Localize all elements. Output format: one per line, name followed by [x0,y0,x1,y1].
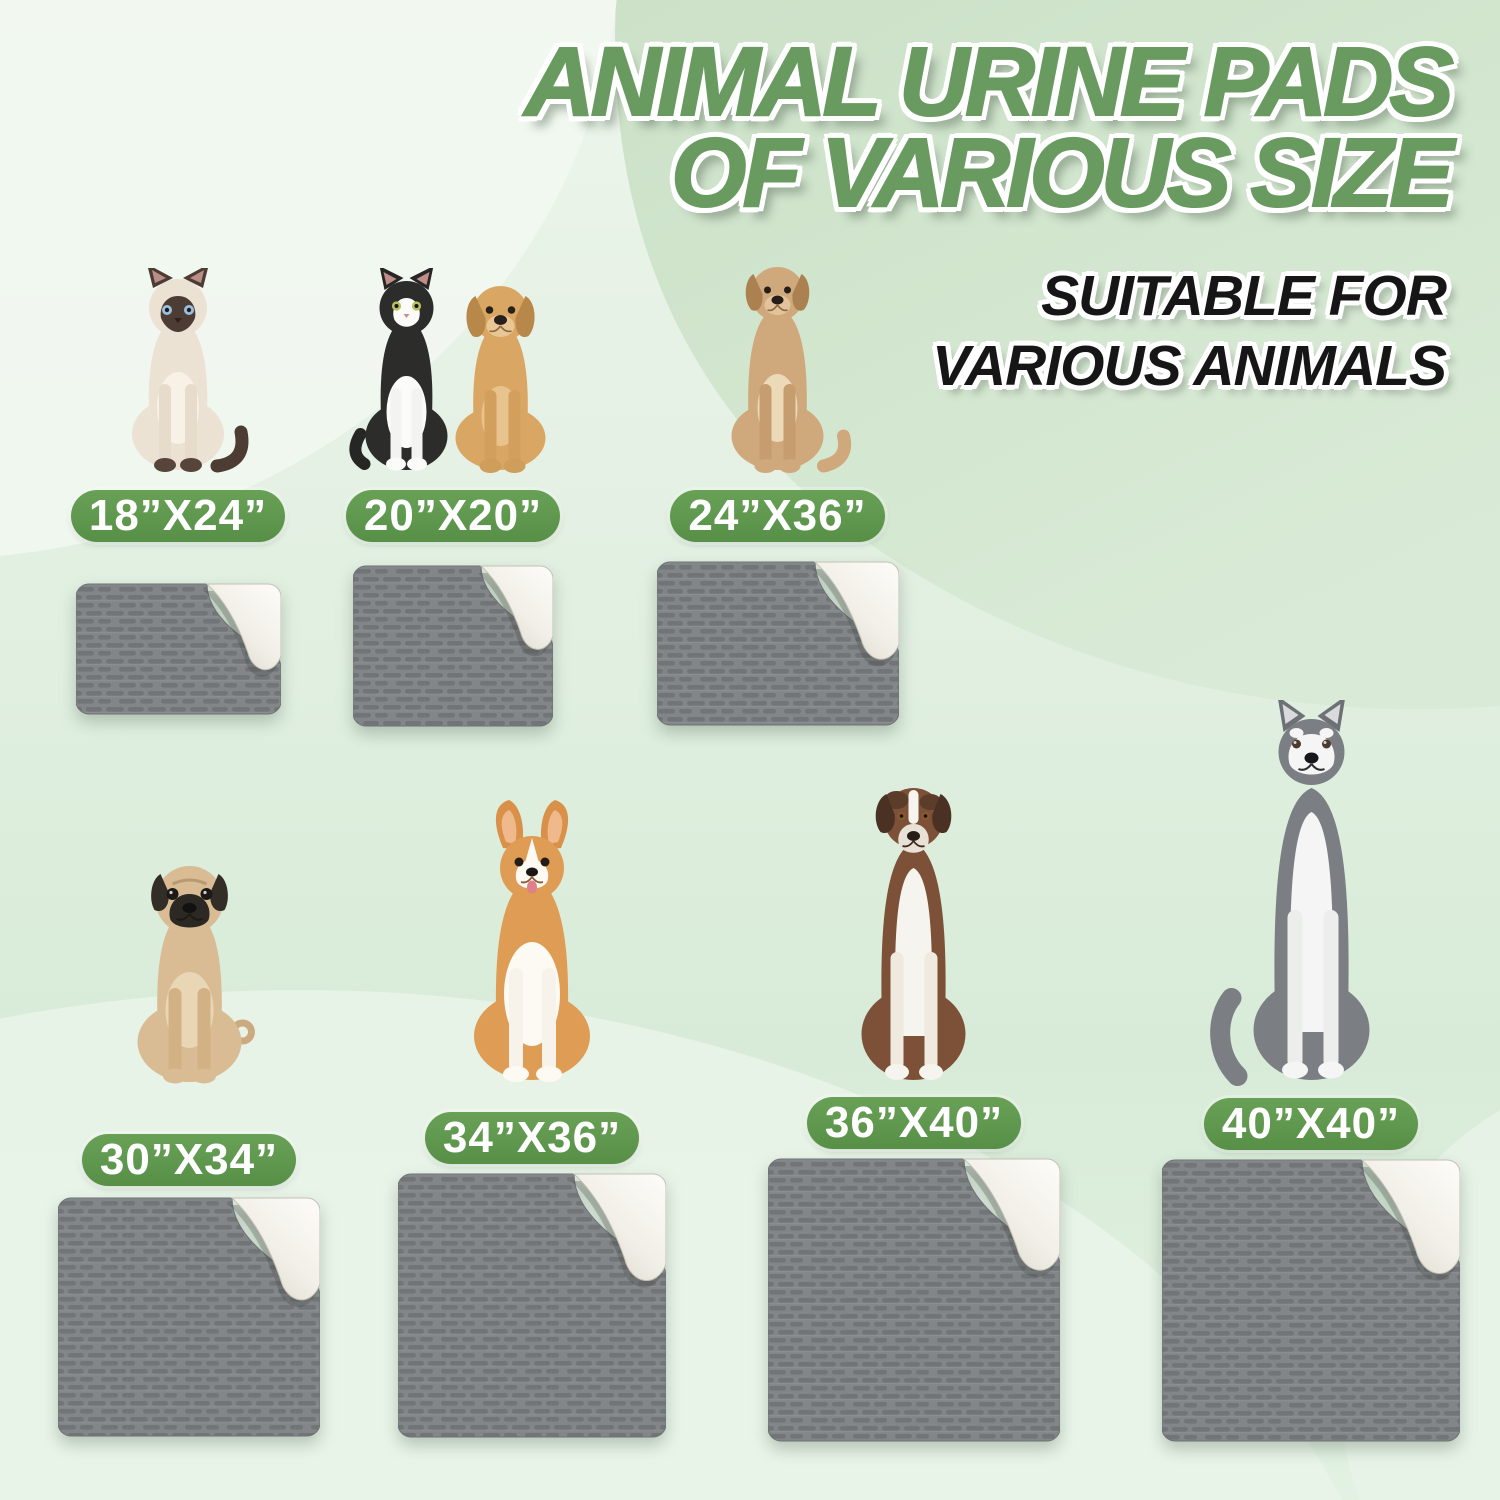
siamese-cat-image [98,268,258,476]
size-badge-label: 18”X24” [88,491,268,540]
urine-pad-image [58,1194,320,1442]
urine-pad-image [656,558,899,731]
page-subtitle: SUITABLE FOR VARIOUS ANIMALS [932,262,1447,401]
size-badge-label: 34”X36” [442,1113,622,1162]
size-badge: 20”X20” [345,490,561,542]
urine-pad-image [768,1155,1060,1447]
size-card-20x20: 20”X20” [338,268,568,732]
urine-pad-image [1162,1156,1460,1447]
size-badge-label: 20”X20” [363,491,543,540]
urine-pad-image [398,1170,666,1443]
size-badge: 34”X36” [424,1112,640,1164]
australian-shepherd-image [824,772,1004,1087]
urine-pad-image [75,580,281,720]
cat-and-puppy-image [346,268,561,476]
size-badge: 36”X40” [806,1097,1022,1149]
size-badge-label: 30”X34” [99,1135,279,1184]
page-title: ANIMAL URINE PADS OF VARIOUS SIZE [524,27,1455,228]
australian-shepherd-graphic [861,788,966,1080]
subtitle-line-1: SUITABLE FOR [1041,264,1447,328]
size-badge: 30”X34” [81,1134,297,1186]
husky-graphic [1210,700,1370,1086]
tan-dog-graphic [731,267,851,473]
title-line-1: ANIMAL URINE PADS [524,27,1455,136]
size-card-30x34: 30”X34” [55,846,323,1442]
pug-graphic [137,866,255,1084]
title-line-2: OF VARIOUS SIZE [670,118,1455,228]
size-badge: 18”X24” [70,490,286,542]
urine-pad-image [353,562,553,732]
size-card-18x24: 18”X24” [58,268,298,720]
size-badge-label: 40”X40” [1221,1099,1401,1148]
tan-dog-image [695,258,860,476]
size-badge: 40”X40” [1203,1098,1419,1150]
size-badge-label: 24”X36” [688,491,867,540]
size-badge-label: 36”X40” [824,1098,1004,1147]
size-card-36x40: 36”X40” [766,772,1062,1447]
corgi-image [425,798,640,1086]
husky-image [1191,700,1431,1086]
siamese-cat-graphic [132,268,249,473]
cat-and-puppy-graphic [348,268,545,473]
corgi-graphic [473,800,590,1082]
size-card-40x40: 40”X40” [1158,700,1464,1447]
size-card-34x36: 34”X36” [396,798,668,1443]
size-badge: 24”X36” [670,490,885,542]
pug-image [102,846,277,1086]
size-card-24x36: 24”X36” [645,258,910,731]
subtitle-line-2: VARIOUS ANIMALS [932,333,1447,398]
